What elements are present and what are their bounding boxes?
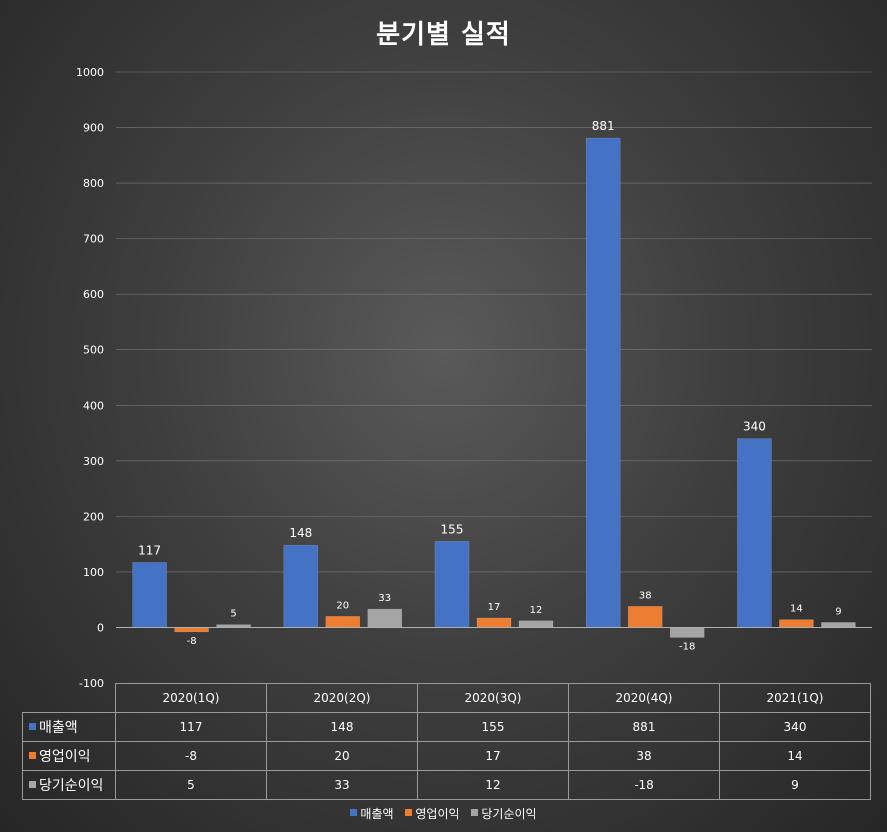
data-table-cell: 881 (568, 712, 720, 742)
data-table-cell: 340 (719, 712, 871, 742)
legend-label: 영업이익 (415, 807, 460, 821)
series-name: 매출액 (39, 720, 78, 736)
data-label: 5 (230, 609, 236, 620)
bar (283, 544, 319, 628)
data-label: 38 (639, 590, 652, 601)
y-tick-label: 900 (83, 122, 104, 135)
data-label: 9 (835, 606, 841, 617)
series-swatch-icon (29, 723, 36, 730)
data-table-category: 2020(3Q) (417, 683, 569, 713)
data-label: 148 (289, 526, 312, 540)
data-table-series-label: 영업이익 (22, 741, 116, 771)
y-tick-label: 800 (83, 177, 104, 190)
data-table-cell: 12 (417, 770, 569, 800)
bar (476, 617, 512, 628)
data-table-cell: 20 (266, 741, 418, 771)
bar (585, 137, 621, 628)
y-tick-label: 500 (83, 344, 104, 357)
data-table-cell: 9 (719, 770, 871, 800)
data-table-cell: 38 (568, 741, 720, 771)
data-label: -18 (679, 641, 695, 652)
data-label: 117 (138, 543, 161, 557)
bar (669, 627, 705, 638)
y-tick-label: 1000 (76, 66, 104, 79)
bar (325, 616, 361, 628)
legend-swatch-icon (471, 809, 479, 816)
bar (821, 622, 856, 628)
data-table-cell: 33 (266, 770, 418, 800)
bar (779, 619, 814, 628)
data-table-header-row: 2020(1Q) 2020(2Q) 2020(3Q) 2020(4Q) 2021… (23, 683, 871, 713)
bar (518, 620, 554, 628)
data-label: 155 (441, 522, 464, 536)
data-table-row: 영업이익 -8 20 17 38 14 (22, 741, 871, 771)
data-table-cell: -18 (568, 770, 720, 800)
data-label: 881 (592, 119, 615, 133)
bar (367, 608, 403, 628)
legend-item: 영업이익 (405, 805, 460, 822)
series-name: 당기순이익 (39, 778, 104, 794)
data-table-cell: 148 (266, 712, 418, 742)
data-label: 14 (790, 604, 803, 615)
data-table-series-label: 당기순이익 (22, 770, 116, 800)
bar (627, 606, 663, 628)
data-table-category: 2020(4Q) (568, 683, 720, 713)
legend: 매출액 영업이익 당기순이익 (0, 805, 887, 822)
legend-swatch-icon (405, 809, 413, 816)
bar (174, 627, 209, 633)
data-table-category: 2020(1Q) (115, 683, 267, 713)
legend-swatch-icon (350, 809, 358, 816)
legend-label: 매출액 (360, 807, 394, 821)
data-label: 17 (488, 602, 501, 613)
y-tick-label: 0 (97, 621, 104, 634)
data-table-cell: -8 (115, 741, 267, 771)
chart-title: 분기별 실적 (376, 20, 511, 50)
data-table-cell: 17 (417, 741, 569, 771)
series-swatch-icon (29, 752, 36, 759)
legend-item: 당기순이익 (471, 805, 537, 822)
data-label: 33 (378, 593, 391, 604)
data-label: -8 (187, 636, 197, 647)
bar (132, 562, 167, 628)
y-tick-label: 100 (83, 566, 104, 579)
data-table-row: 매출액 117 148 155 881 340 (22, 712, 871, 742)
y-tick-label: -100 (79, 677, 104, 690)
data-table: 2020(1Q) 2020(2Q) 2020(3Q) 2020(4Q) 2021… (22, 683, 871, 800)
data-label: 340 (743, 420, 766, 434)
data-table-category: 2021(1Q) (719, 683, 871, 713)
data-table-cell: 5 (115, 770, 267, 800)
series-name: 영업이익 (39, 749, 91, 765)
bar (434, 541, 470, 628)
y-tick-label: 400 (83, 399, 104, 412)
legend-item: 매출액 (350, 805, 394, 822)
y-tick-label: 300 (83, 455, 104, 468)
data-table-row: 당기순이익 5 33 12 -18 9 (22, 770, 871, 800)
data-table-category: 2020(2Q) (266, 683, 418, 713)
data-table-cell: 14 (719, 741, 871, 771)
legend-label: 당기순이익 (481, 807, 537, 821)
data-label: 12 (530, 605, 543, 616)
y-tick-label: 700 (83, 233, 104, 246)
data-label: 20 (336, 600, 349, 611)
y-tick-label: 200 (83, 510, 104, 523)
data-table-cell: 155 (417, 712, 569, 742)
series-swatch-icon (29, 781, 36, 788)
bar (737, 438, 772, 628)
data-table-cell: 117 (115, 712, 267, 742)
data-table-series-label: 매출액 (22, 712, 116, 742)
data-table-corner (23, 684, 116, 713)
y-tick-label: 600 (83, 288, 104, 301)
